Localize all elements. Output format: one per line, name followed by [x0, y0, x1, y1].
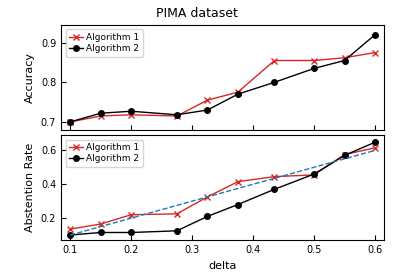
Algorithm 2 — [373, 33, 377, 36]
Algorithm 2 — [272, 188, 277, 191]
Algorithm 1 — [342, 153, 347, 156]
Legend: Algorithm 1, Algorithm 2: Algorithm 1, Algorithm 2 — [65, 140, 143, 167]
Algorithm 1 — [68, 120, 72, 124]
Algorithm 1 — [175, 114, 179, 118]
Algorithm 1 — [205, 99, 210, 102]
Algorithm 1 — [272, 175, 277, 178]
Text: PIMA dataset: PIMA dataset — [156, 7, 238, 20]
Y-axis label: Abstention Rate: Abstention Rate — [25, 143, 35, 232]
Algorithm 1 — [236, 91, 240, 94]
Algorithm 1 — [342, 56, 347, 59]
Algorithm 2 — [129, 231, 134, 234]
Line: Algorithm 1: Algorithm 1 — [67, 145, 378, 232]
Algorithm 2 — [205, 215, 210, 218]
Algorithm 1 — [205, 195, 210, 199]
Algorithm 2 — [175, 113, 179, 116]
Algorithm 1 — [373, 51, 377, 54]
Algorithm 1 — [98, 114, 103, 118]
Algorithm 2 — [312, 67, 316, 70]
Line: Algorithm 1: Algorithm 1 — [67, 50, 378, 125]
Line: Algorithm 2: Algorithm 2 — [67, 139, 378, 238]
Algorithm 2 — [272, 81, 277, 84]
Algorithm 1 — [175, 212, 179, 216]
Algorithm 1 — [98, 222, 103, 226]
Algorithm 2 — [312, 172, 316, 176]
Algorithm 2 — [236, 92, 240, 96]
X-axis label: delta: delta — [208, 261, 237, 270]
Algorithm 1 — [373, 146, 377, 150]
Algorithm 2 — [68, 233, 72, 237]
Algorithm 2 — [342, 59, 347, 62]
Algorithm 1 — [312, 59, 316, 62]
Algorithm 1 — [272, 59, 277, 62]
Algorithm 2 — [373, 140, 377, 144]
Algorithm 1 — [236, 180, 240, 183]
Algorithm 2 — [129, 110, 134, 113]
Algorithm 2 — [98, 231, 103, 234]
Algorithm 1 — [129, 113, 134, 116]
Algorithm 2 — [175, 229, 179, 232]
Y-axis label: Accuracy: Accuracy — [25, 52, 35, 103]
Algorithm 2 — [205, 108, 210, 112]
Algorithm 2 — [68, 120, 72, 124]
Algorithm 1 — [129, 213, 134, 216]
Algorithm 2 — [98, 112, 103, 115]
Line: Algorithm 2: Algorithm 2 — [67, 32, 378, 125]
Algorithm 2 — [342, 154, 347, 157]
Algorithm 2 — [236, 203, 240, 206]
Legend: Algorithm 1, Algorithm 2: Algorithm 1, Algorithm 2 — [65, 29, 143, 57]
Algorithm 1 — [312, 173, 316, 177]
Algorithm 1 — [68, 227, 72, 231]
